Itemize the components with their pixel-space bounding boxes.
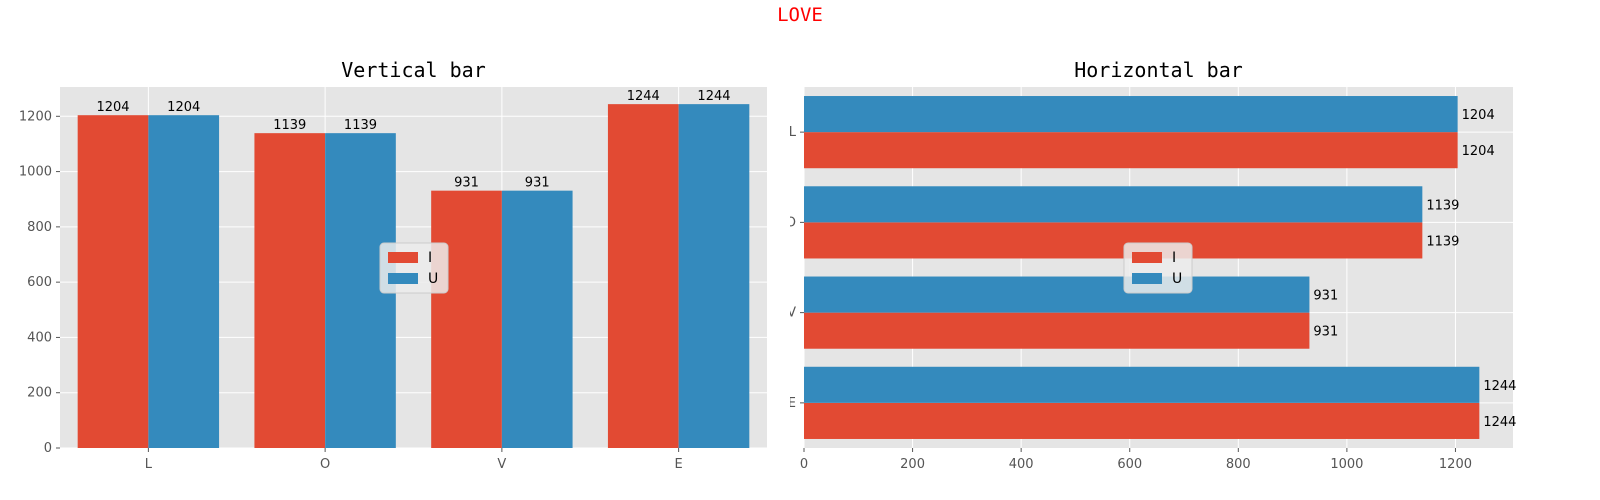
vertical-bar-chart: 0 200 400 600 800 1000 1200 L O V E 1204 1139 931 1244…	[19, 58, 767, 472]
y-tick-label: 400	[27, 330, 52, 345]
bar-I-O	[804, 222, 1423, 259]
bar-I-E	[607, 104, 679, 449]
x-tick-label: 600	[1117, 457, 1142, 472]
bar-U-L	[804, 96, 1458, 133]
y-tick-label: L	[790, 125, 797, 140]
x-tick-label: 200	[900, 457, 925, 472]
bar-U-E	[678, 104, 750, 449]
value-label: 931	[1313, 289, 1338, 304]
x-tick-label: V	[497, 457, 506, 472]
x-tick-label: 1000	[1330, 457, 1363, 472]
y-tick-label: 1000	[19, 165, 52, 180]
bar-I-L	[77, 115, 149, 448]
bar-U-O	[804, 186, 1423, 223]
bar-U-V	[501, 190, 573, 449]
y-tick-label: E	[790, 396, 796, 411]
bar-U-V	[804, 276, 1310, 313]
y-tick-label: 1200	[19, 109, 52, 124]
value-label: 1139	[1426, 234, 1459, 249]
value-label: 1204	[96, 100, 129, 115]
value-label: 1244	[627, 89, 660, 104]
bar-U-E	[804, 366, 1480, 403]
value-label: 1204	[167, 100, 200, 115]
legend-label-U: U	[428, 271, 438, 287]
x-tick-label: 400	[1009, 457, 1034, 472]
value-label: 1204	[1462, 144, 1495, 159]
horizontal-bar-chart: 0 200 400 600 800 1000 1200 L O V E 1204 1139 931 1244…	[790, 58, 1516, 472]
legend-swatch-U	[388, 273, 418, 284]
legend-swatch-I	[1132, 252, 1162, 263]
legend-label-I: I	[1172, 250, 1176, 266]
value-label: 1204	[1462, 108, 1495, 123]
x-tick-label: E	[675, 457, 683, 472]
chart-title: Horizontal bar	[1074, 58, 1243, 82]
y-tick-label: 800	[27, 220, 52, 235]
value-label: 1244	[1483, 379, 1516, 394]
bar-I-E	[804, 402, 1480, 439]
value-label: 931	[454, 176, 479, 191]
value-label: 931	[525, 176, 550, 191]
value-label: 931	[1313, 325, 1338, 340]
x-tick-label: 1200	[1439, 457, 1472, 472]
bar-I-O	[254, 133, 326, 448]
bar-I-L	[804, 132, 1458, 169]
y-tick-label: O	[790, 215, 796, 230]
value-label: 1139	[273, 118, 306, 133]
value-label: 1139	[344, 118, 377, 133]
x-tick-label: O	[320, 457, 330, 472]
legend: IU	[1123, 242, 1193, 294]
legend-swatch-I	[388, 252, 418, 263]
y-tick-label: V	[790, 306, 796, 321]
legend-swatch-U	[1132, 273, 1162, 284]
legend-label-I: I	[428, 250, 432, 266]
x-tick-label: L	[145, 457, 153, 472]
x-tick-label: 0	[800, 457, 808, 472]
y-tick-label: 600	[27, 275, 52, 290]
figure-title: LOVE	[777, 4, 823, 26]
chart-title: Vertical bar	[341, 58, 486, 82]
value-label: 1244	[697, 89, 730, 104]
y-tick-label: 0	[44, 441, 52, 456]
bar-I-V	[804, 312, 1310, 349]
x-tick-label: 800	[1226, 457, 1251, 472]
legend: IU	[379, 242, 449, 294]
value-label: 1244	[1483, 415, 1516, 430]
bar-U-L	[148, 115, 220, 448]
bar-I-V	[431, 190, 502, 449]
value-label: 1139	[1426, 198, 1459, 213]
y-tick-label: 200	[27, 386, 52, 401]
legend-label-U: U	[1172, 271, 1182, 287]
